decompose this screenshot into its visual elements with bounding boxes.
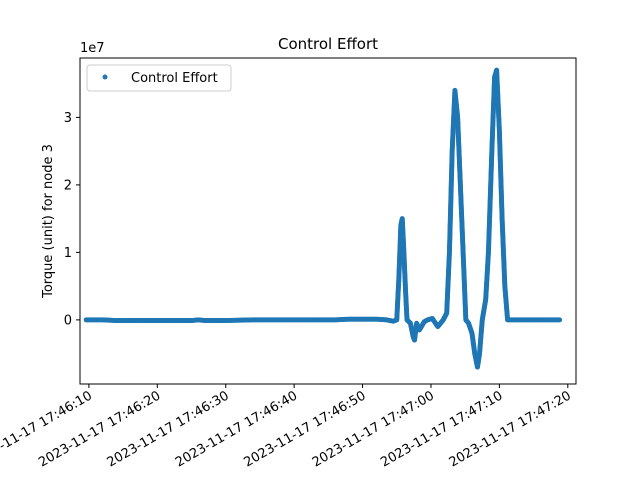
y-axis-multiplier: 1e7 (80, 41, 105, 56)
y-tick-label: 1 (64, 246, 72, 261)
y-tick-label: 0 (64, 313, 72, 328)
legend: Control Effort (86, 64, 232, 92)
y-axis: 0 1 2 3 (64, 111, 80, 328)
legend-marker (102, 74, 108, 80)
plot-frame (79, 57, 577, 385)
legend-entry-label: Control Effort (131, 71, 218, 86)
y-axis-label: Torque (unit) for node 3 (41, 144, 56, 299)
legend-frame (86, 64, 232, 92)
y-tick-label: 3 (64, 111, 72, 126)
chart-title: Control Effort (278, 35, 378, 53)
data-points (83, 67, 563, 370)
data-point (557, 317, 563, 323)
y-tick-label: 2 (64, 178, 72, 193)
